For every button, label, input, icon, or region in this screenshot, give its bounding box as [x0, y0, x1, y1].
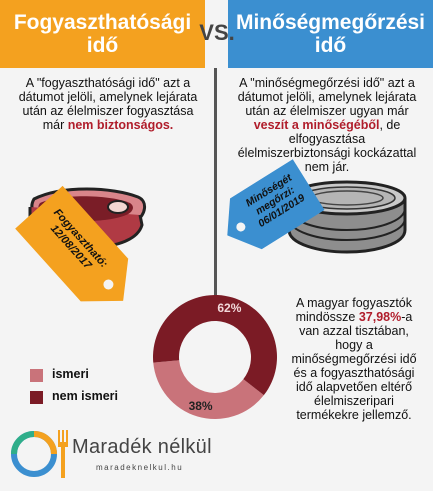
legend-label-ismeri: ismeri: [52, 367, 89, 381]
survey-text-after: -a van azzal tisztában, hogy a minőségme…: [291, 310, 417, 422]
right-description: A "minőségmegőrzési idő" azt a dátumot j…: [232, 76, 422, 174]
expiry-tag: Fogyasztható: 12/08/2017: [15, 185, 147, 322]
legend-swatch-ismeri: [30, 369, 43, 382]
tag-shape-icon: [227, 159, 325, 250]
logo-name: Maradék nélkül: [72, 436, 212, 458]
tag-shape-icon: [15, 185, 129, 302]
right-desc-text-after: , de elfogyasztása élelmiszerbiztonsági …: [237, 118, 417, 174]
donut-slice-ismeri: [153, 360, 264, 419]
survey-percent: 37,98%: [358, 310, 402, 324]
legend-label-nem-ismeri: nem ismeri: [52, 389, 119, 403]
right-title: Minőségmegőrzési idő: [235, 11, 426, 57]
donut-label-nem-ismeri: 62%: [217, 301, 241, 315]
left-title: Fogyaszthatósági idő: [13, 11, 192, 57]
donut-slice-nem-ismeri: [153, 294, 277, 396]
logo-url: maradeknelkul.hu: [96, 463, 184, 472]
vs-label: VS.: [199, 20, 235, 45]
donut-label-ismeri: 38%: [189, 399, 213, 413]
center-divider: [214, 68, 217, 304]
logo-icon: [11, 430, 68, 478]
left-description: A "fogyaszthatósági idő" azt a dátumot j…: [18, 76, 198, 132]
right-header: Minőségmegőrzési idő: [228, 0, 433, 68]
right-desc-text: A "minőségmegőrzési idő" azt a dátumot j…: [237, 76, 417, 118]
header-gap: [205, 0, 228, 68]
survey-text: A magyar fogyasztók mindössze 37,98%-a v…: [284, 296, 424, 422]
awareness-donut-chart: 38% 62%: [153, 294, 277, 419]
legend-swatch-nem-ismeri: [30, 391, 43, 404]
left-desc-highlight: nem biztonságos.: [67, 118, 174, 132]
survey-text-before: A magyar fogyasztók mindössze: [295, 296, 413, 324]
right-desc-highlight: veszít a minőségéből: [253, 118, 380, 132]
left-desc-text: A "fogyaszthatósági idő" azt a dátumot j…: [18, 76, 198, 132]
best-before-tag: Minőségét megőrzi: 06/01/2019: [211, 159, 325, 261]
left-header: Fogyaszthatósági idő: [0, 0, 205, 68]
